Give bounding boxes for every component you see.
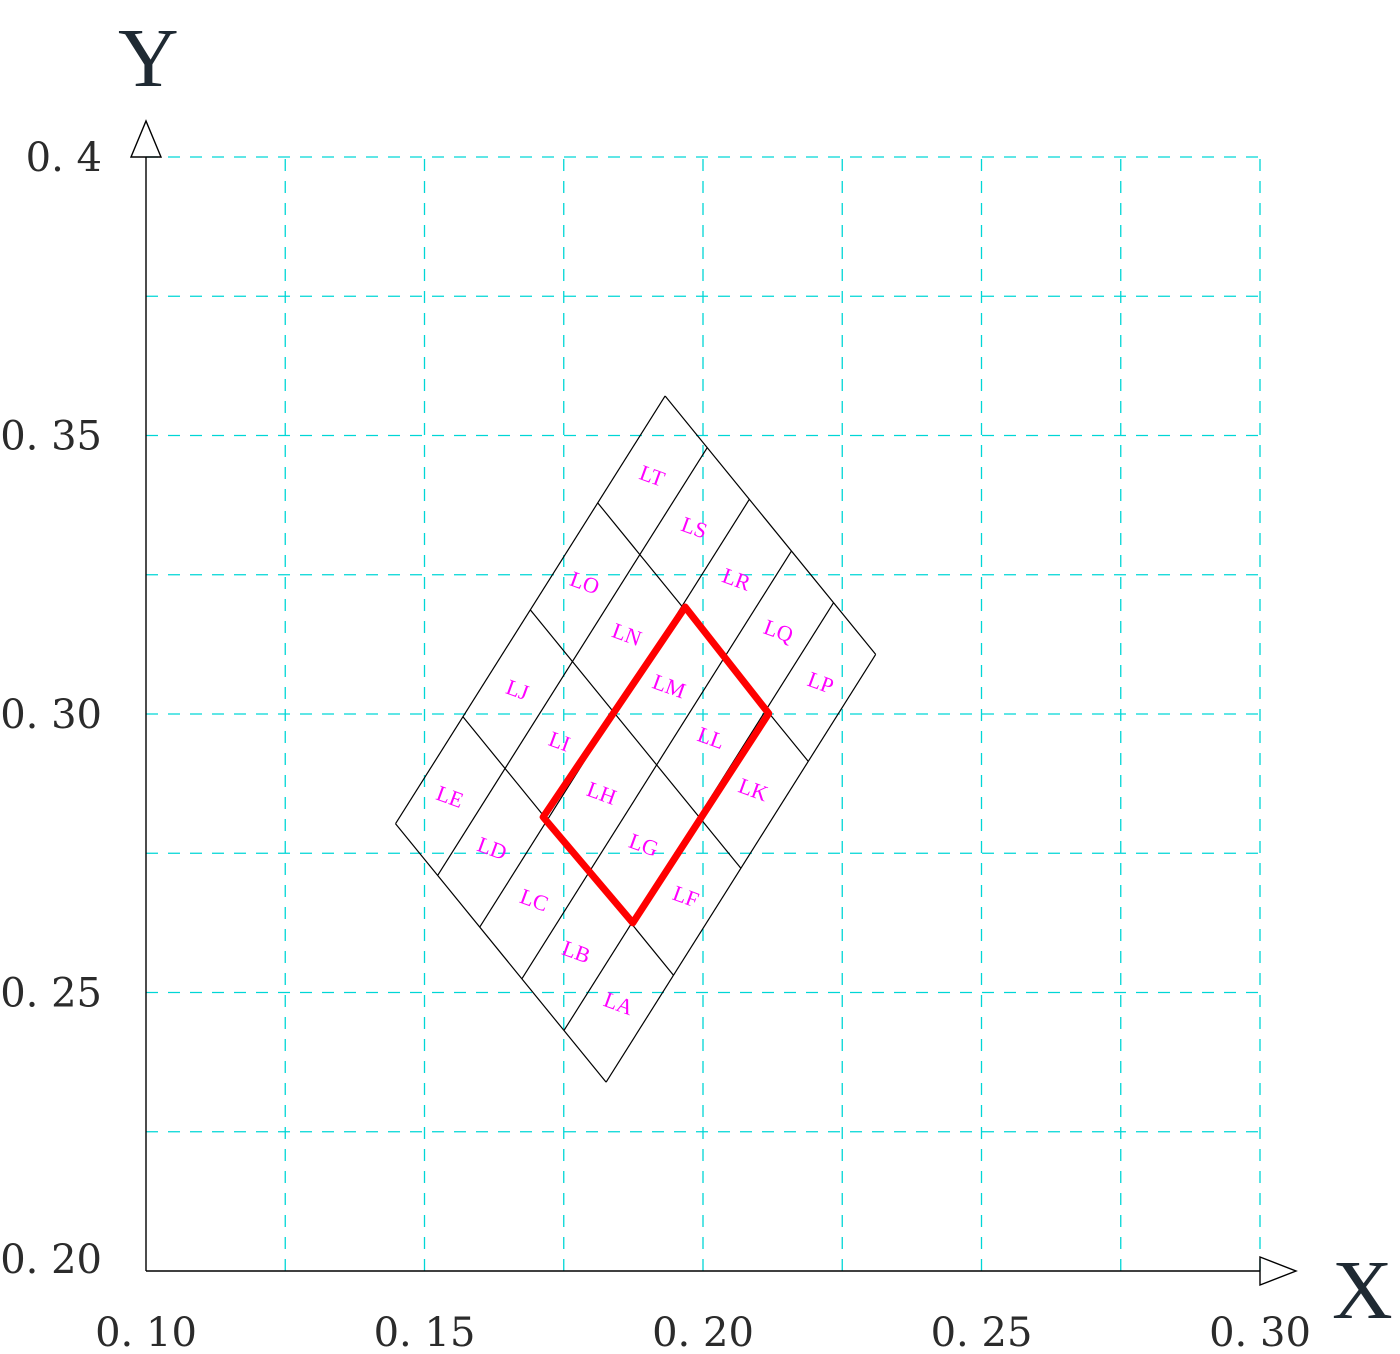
bin-label: LQ — [761, 614, 797, 648]
axes-layer: Y X — [118, 12, 1393, 1337]
highlight-layer — [539, 603, 773, 927]
bin-label: LF — [670, 880, 703, 912]
x-tick-label: 0. 10 — [95, 1310, 197, 1354]
bin-label: LJ — [503, 674, 533, 705]
bin-label: LS — [678, 511, 711, 543]
y-axis-arrowhead — [129, 119, 163, 158]
y-tick-label: 0. 30 — [0, 692, 102, 738]
y-tick-label: 0. 25 — [0, 971, 102, 1017]
bin-label: LL — [694, 721, 728, 754]
y-axis-letter: Y — [118, 12, 179, 105]
x-tick-label: 0. 25 — [931, 1310, 1033, 1354]
bin-label: LE — [433, 780, 467, 813]
y-tick-label: 0. 20 — [0, 1237, 102, 1283]
x-axis-arrowhead — [1259, 1255, 1298, 1287]
bin-label: LP — [804, 666, 837, 698]
x-tick-label: 0. 15 — [374, 1310, 476, 1354]
bin-label: LG — [626, 828, 662, 862]
x-tick-label: 0. 30 — [1209, 1310, 1311, 1354]
bin-grid-line — [395, 823, 607, 1083]
y-tick-label: 0. 4 — [26, 135, 102, 181]
bin-label: LK — [735, 773, 771, 807]
bin-label: LT — [636, 460, 668, 492]
bin-label: LH — [584, 776, 620, 810]
bin-label: LR — [719, 563, 754, 596]
bin-grid-line — [529, 609, 742, 869]
bin-grid-line — [664, 395, 877, 655]
bin-cells-layer — [395, 395, 877, 1083]
x-tick-label: 0. 20 — [652, 1310, 754, 1354]
y-tick-label: 0. 35 — [0, 414, 102, 460]
bin-label: LN — [609, 618, 645, 652]
bin-label: LI — [546, 726, 574, 757]
bin-label: LO — [567, 566, 603, 600]
bin-label: LM — [649, 669, 689, 704]
bin-label: LD — [474, 831, 510, 865]
highlight-region-outline — [539, 603, 773, 927]
bin-label: LA — [600, 987, 636, 1021]
bin-label: LC — [517, 883, 552, 916]
tick-labels-layer: 0. 10 0. 15 0. 20 0. 25 0. 30 0. 20 0. 25 0. 30… — [0, 135, 1311, 1354]
grid-layer — [146, 156, 1261, 1271]
x-axis-letter: X — [1332, 1244, 1393, 1337]
